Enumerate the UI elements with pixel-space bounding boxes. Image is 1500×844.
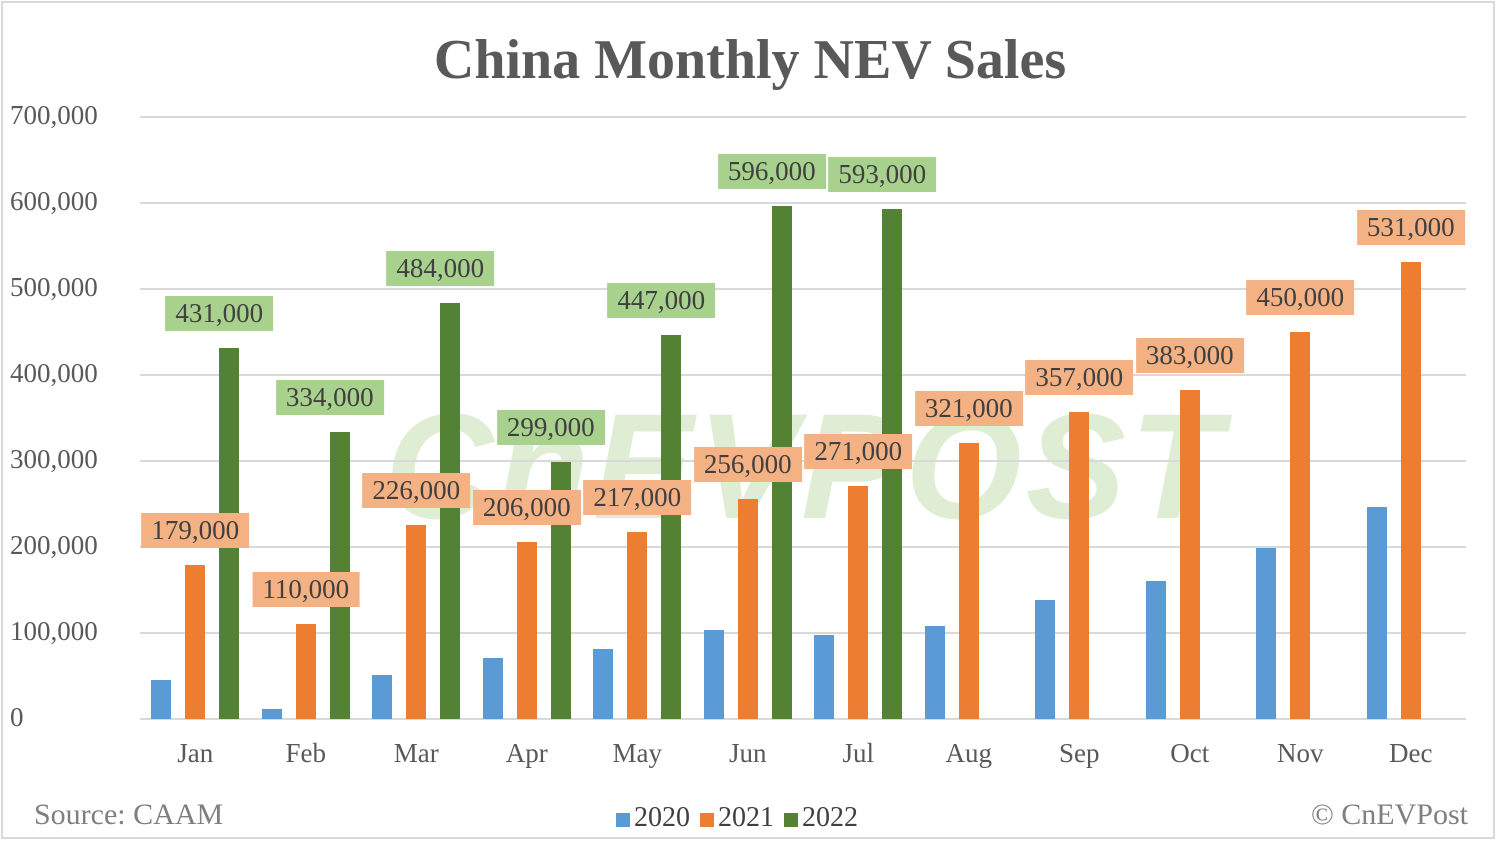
- legend: 2020 2021 2022: [616, 802, 858, 834]
- y-tick-label: 200,000: [10, 530, 98, 560]
- data-label-2021: 206,000: [472, 489, 581, 525]
- bar-2021: [1069, 411, 1090, 719]
- bar-2021: [185, 565, 206, 719]
- data-label-2021: 217,000: [583, 480, 692, 516]
- data-label-2022: 431,000: [165, 296, 274, 332]
- chart-title: China Monthly NEV Sales: [433, 29, 1067, 91]
- bar-2020: [1256, 547, 1277, 719]
- data-label-2021: 383,000: [1135, 337, 1244, 373]
- bar-2021: [627, 532, 648, 719]
- x-tick-label: Dec: [1389, 738, 1433, 768]
- data-label-2021: 321,000: [914, 390, 1023, 426]
- bar-2021: [516, 541, 537, 719]
- y-tick-label: 0: [10, 702, 24, 732]
- x-tick-label: Oct: [1170, 738, 1210, 768]
- bar-2021: [406, 524, 427, 719]
- data-label-2022: 593,000: [828, 157, 937, 193]
- x-tick-label: Jun: [728, 738, 767, 768]
- bar-2020: [814, 634, 835, 719]
- gridline: [140, 546, 1466, 548]
- source-label: Source: CAAM: [34, 798, 224, 831]
- bar-2020: [924, 626, 945, 719]
- bar-2021: [958, 442, 979, 719]
- data-label-2022: 596,000: [717, 154, 826, 190]
- data-label-2021: 226,000: [362, 472, 471, 508]
- x-tick-label: Sep: [1059, 738, 1100, 768]
- x-tick-label: Mar: [393, 738, 439, 768]
- y-tick-label: 500,000: [10, 272, 98, 302]
- gridline: [140, 288, 1466, 290]
- data-label-2022: 447,000: [607, 282, 716, 318]
- bar-2022: [661, 334, 682, 719]
- gridline: [140, 460, 1466, 462]
- bar-2022: [440, 302, 461, 719]
- gridline: [140, 116, 1466, 118]
- bar-2020: [1145, 581, 1166, 719]
- data-label-2022: 299,000: [496, 409, 605, 445]
- bar-2021: [737, 498, 758, 719]
- bar-2020: [703, 630, 724, 719]
- legend-swatch-icon: [616, 812, 630, 827]
- legend-item-2021: 2021: [700, 802, 774, 834]
- bar-2021: [1179, 389, 1200, 719]
- x-tick-label: Apr: [505, 738, 548, 768]
- data-label-2021: 271,000: [804, 433, 913, 469]
- gridline: [140, 718, 1466, 720]
- data-label-2022: 484,000: [386, 250, 495, 286]
- y-tick-label: 300,000: [10, 444, 98, 474]
- bar-2020: [151, 680, 172, 719]
- bar-2020: [482, 657, 503, 719]
- y-tick-label: 400,000: [10, 358, 98, 388]
- data-label-2021: 357,000: [1025, 359, 1134, 395]
- gridline: [140, 632, 1466, 634]
- bar-2020: [1035, 600, 1056, 719]
- bar-2021: [848, 485, 869, 719]
- bar-2021: [295, 624, 316, 719]
- legend-swatch-icon: [784, 812, 798, 827]
- data-label-2021: 531,000: [1356, 210, 1465, 246]
- data-label-2022: 334,000: [275, 379, 384, 415]
- y-tick-label: 100,000: [10, 616, 98, 646]
- copyright-label: © CnEVPost: [1311, 798, 1468, 831]
- gridline: [140, 374, 1466, 376]
- bar-2022: [550, 461, 571, 719]
- legend-swatch-icon: [700, 812, 714, 827]
- gridline: [140, 202, 1466, 204]
- x-tick-label: May: [612, 738, 663, 768]
- x-tick-label: Jul: [842, 738, 875, 768]
- bar-2020: [593, 649, 614, 719]
- data-label-2021: 179,000: [141, 513, 250, 549]
- data-label-2021: 256,000: [693, 446, 802, 482]
- bar-2021: [1400, 262, 1421, 719]
- x-tick-label: Feb: [285, 738, 327, 768]
- x-tick-label: Jan: [177, 738, 214, 768]
- y-tick-label: 600,000: [10, 186, 98, 216]
- data-label-2021: 110,000: [252, 572, 360, 608]
- data-label-2021: 450,000: [1246, 280, 1355, 315]
- bar-2021: [1290, 332, 1311, 719]
- x-tick-label: Nov: [1277, 738, 1324, 768]
- legend-item-2022: 2022: [784, 802, 858, 834]
- y-tick-label: 700,000: [10, 100, 98, 130]
- legend-item-2020: 2020: [616, 802, 690, 834]
- bar-2020: [372, 675, 393, 719]
- x-tick-label: Aug: [945, 738, 993, 768]
- bar-2020: [261, 708, 282, 719]
- bar-2020: [1366, 506, 1387, 719]
